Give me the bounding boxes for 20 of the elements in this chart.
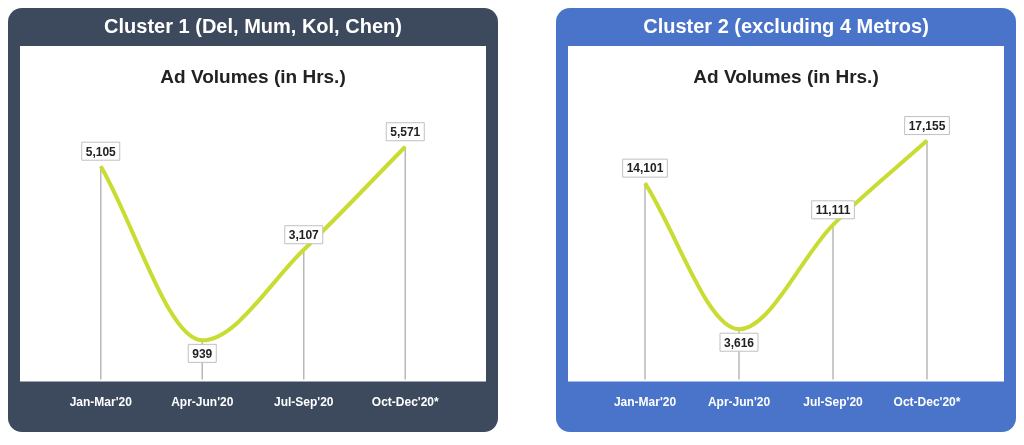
data-label: 3,107 — [288, 228, 320, 243]
data-label: 17,155 — [908, 118, 946, 133]
data-label: 939 — [192, 346, 213, 361]
x-tick-label: Apr-Jun'20 — [171, 395, 234, 410]
x-tick-label: Jan-Mar'20 — [613, 395, 677, 410]
x-tick-label: Jan-Mar'20 — [69, 395, 133, 410]
data-label: 5,571 — [390, 125, 421, 140]
chart-title: Cluster 1 (Del, Mum, Kol, Chen) — [103, 14, 403, 39]
x-tick-label: Oct-Dec'20* — [893, 395, 961, 410]
x-tick-label: Apr-Jun'20 — [707, 395, 771, 410]
x-tick-label: Jul-Sep'20 — [803, 395, 864, 410]
chart-subtitle: Ad Volumes (in Hrs.) — [160, 65, 346, 87]
data-label: 11,111 — [815, 203, 851, 218]
x-tick-label: Jul-Sep'20 — [273, 395, 334, 410]
chart-subtitle: Ad Volumes (in Hrs.) — [693, 65, 879, 87]
data-label: 3,616 — [723, 335, 755, 350]
chart-title: Cluster 2 (excluding 4 Metros) — [642, 14, 930, 39]
data-label: 14,101 — [626, 161, 664, 176]
data-label: 5,105 — [85, 144, 117, 159]
x-tick-label: Oct-Dec'20* — [371, 395, 440, 410]
